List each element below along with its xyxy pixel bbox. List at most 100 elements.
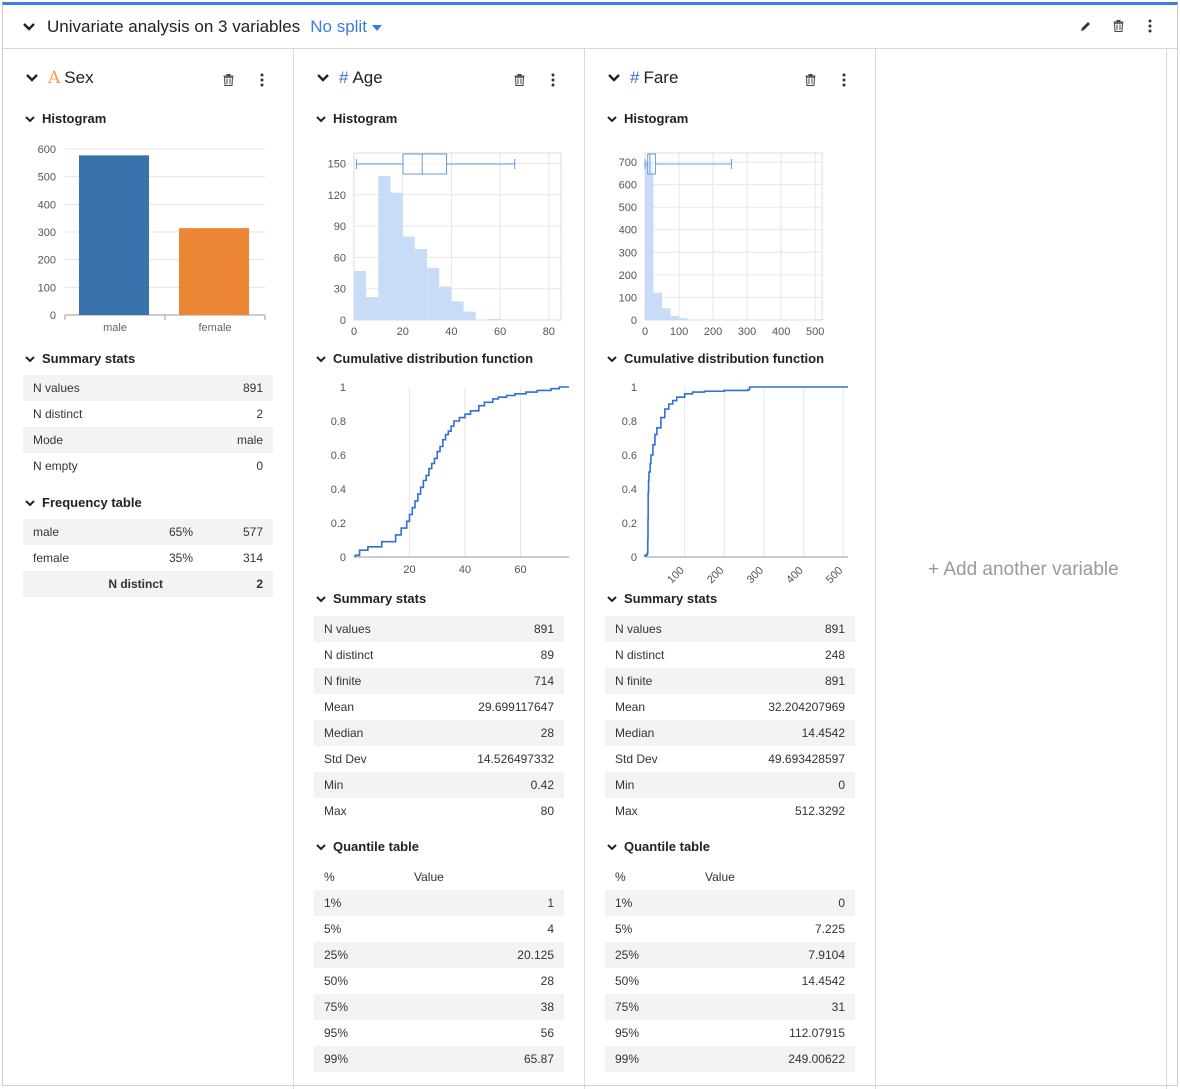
collapse-chevron-icon[interactable] xyxy=(24,70,40,86)
histogram-bar xyxy=(662,308,671,320)
table-row: 1%0 xyxy=(605,890,855,916)
stat-value: 891 xyxy=(243,381,263,395)
y-tick-label: 0.4 xyxy=(622,484,637,496)
column-header: # Age xyxy=(294,63,584,93)
chevron-down-icon xyxy=(315,353,327,365)
boxplot-box xyxy=(648,154,656,174)
stat-label: N finite xyxy=(615,674,825,688)
summary-section-toggle[interactable]: Summary stats xyxy=(315,591,426,606)
cdf-section-toggle[interactable]: Cumulative distribution function xyxy=(606,351,824,366)
quantile-value: 28 xyxy=(414,974,554,988)
quantile-value: 14.4542 xyxy=(705,974,845,988)
histogram-section-toggle[interactable]: Histogram xyxy=(315,111,397,126)
quantile-value: 56 xyxy=(414,1026,554,1040)
collapse-chevron-icon[interactable] xyxy=(315,70,331,86)
quantile-table: %Value 1%0 5%7.225 25%7.9104 50%14.4542 … xyxy=(605,864,855,1072)
y-tick-label: 400 xyxy=(619,225,637,237)
section-title: Histogram xyxy=(624,111,688,126)
histogram-bar xyxy=(488,319,500,320)
x-tick-label: 500 xyxy=(824,565,845,585)
quantile-value: 112.07915 xyxy=(705,1026,845,1040)
stat-label: Std Dev xyxy=(324,752,477,766)
chevron-down-icon xyxy=(606,353,618,365)
histogram-bar xyxy=(415,249,427,320)
histogram-section-toggle[interactable]: Histogram xyxy=(24,111,106,126)
quantile-section-toggle[interactable]: Quantile table xyxy=(606,839,710,854)
edit-pencil-icon[interactable] xyxy=(1077,17,1095,35)
quantile-label: 75% xyxy=(324,1000,414,1014)
cdf-line xyxy=(355,387,569,557)
x-tick-label: female xyxy=(198,322,231,334)
column-header-value: Value xyxy=(705,870,845,884)
collapse-chevron-icon[interactable] xyxy=(21,19,37,35)
x-tick-label: 40 xyxy=(459,564,471,576)
y-tick-label: 500 xyxy=(38,172,56,184)
histogram-bar xyxy=(654,293,663,320)
chevron-down-icon xyxy=(315,841,327,853)
y-tick-label: 100 xyxy=(38,282,56,294)
trash-icon[interactable] xyxy=(219,71,237,89)
column-header-pct: % xyxy=(324,870,414,884)
table-row: 95%56 xyxy=(314,1020,564,1046)
table-row: 75%38 xyxy=(314,994,564,1020)
trash-icon[interactable] xyxy=(1109,17,1127,35)
histogram-section-toggle[interactable]: Histogram xyxy=(606,111,688,126)
more-vertical-icon[interactable] xyxy=(253,71,271,89)
freq-percent: 35% xyxy=(113,551,193,565)
histogram-bar xyxy=(378,176,390,320)
quantile-label: 25% xyxy=(615,948,705,962)
y-tick-label: 1 xyxy=(340,382,346,394)
add-variable-button[interactable]: + Add another variable xyxy=(928,559,1119,581)
section-title: Histogram xyxy=(333,111,397,126)
y-tick-label: 600 xyxy=(619,180,637,192)
quantile-label: 75% xyxy=(615,1000,705,1014)
summary-section-toggle[interactable]: Summary stats xyxy=(24,351,135,366)
y-tick-label: 100 xyxy=(619,292,637,304)
y-tick-label: 90 xyxy=(334,221,346,233)
trash-icon[interactable] xyxy=(510,71,528,89)
trash-icon[interactable] xyxy=(801,71,819,89)
card-header: Univariate analysis on 3 variables No sp… xyxy=(3,5,1177,49)
stat-label: Min xyxy=(324,778,531,792)
quantile-label: 95% xyxy=(615,1026,705,1040)
card-title: Univariate analysis on 3 variables xyxy=(47,17,300,37)
y-tick-label: 200 xyxy=(619,270,637,282)
quantile-value: 0 xyxy=(705,896,845,910)
more-vertical-icon[interactable] xyxy=(835,71,853,89)
chevron-down-icon xyxy=(24,497,36,509)
column-header: A Sex xyxy=(3,63,293,93)
stat-label: N distinct xyxy=(33,407,256,421)
split-dropdown[interactable]: No split xyxy=(310,17,382,37)
chevron-down-icon xyxy=(315,593,327,605)
cdf-section-toggle[interactable]: Cumulative distribution function xyxy=(315,351,533,366)
quantile-label: 50% xyxy=(324,974,414,988)
y-tick-label: 0.6 xyxy=(331,450,346,462)
more-vertical-icon[interactable] xyxy=(544,71,562,89)
chevron-down-icon xyxy=(24,113,36,125)
stat-label: Mean xyxy=(324,700,478,714)
y-tick-label: 600 xyxy=(38,144,56,156)
histogram-bar xyxy=(645,161,654,320)
stat-label: Max xyxy=(324,804,541,818)
frequency-section-toggle[interactable]: Frequency table xyxy=(24,495,142,510)
quantile-section-toggle[interactable]: Quantile table xyxy=(315,839,419,854)
histogram-bar xyxy=(679,318,688,320)
summary-section-toggle[interactable]: Summary stats xyxy=(606,591,717,606)
more-vertical-icon[interactable] xyxy=(1141,17,1159,35)
y-tick-label: 0 xyxy=(340,552,346,564)
stat-label: N values xyxy=(324,622,534,636)
table-row: 1%1 xyxy=(314,890,564,916)
quantile-value: 31 xyxy=(705,1000,845,1014)
collapse-chevron-icon[interactable] xyxy=(606,70,622,86)
